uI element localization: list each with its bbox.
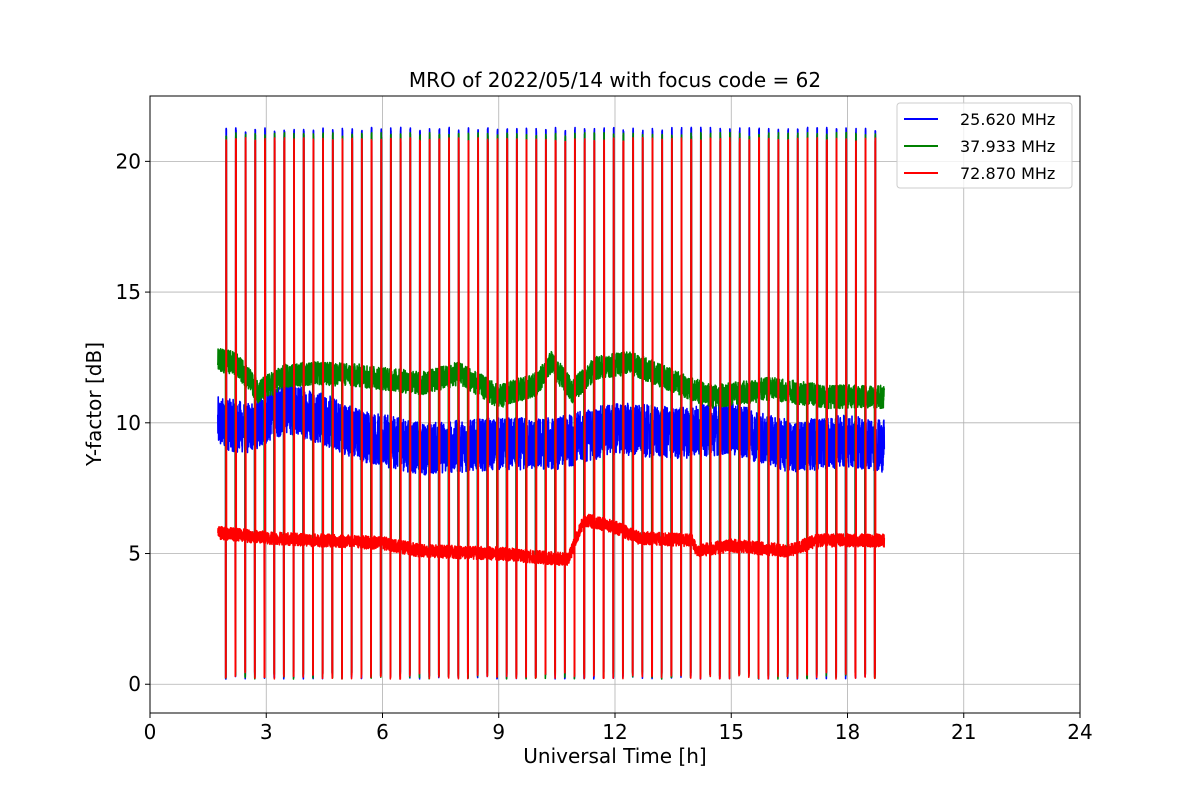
x-tick-label: 18 — [835, 720, 860, 744]
y-tick-label: 0 — [128, 672, 141, 696]
series-line-3 — [217, 137, 886, 680]
chart-title: MRO of 2022/05/14 with focus code = 62 — [409, 68, 821, 92]
legend-label-3: 72.870 MHz — [960, 164, 1055, 183]
series-line-2 — [217, 131, 886, 680]
x-axis-label: Universal Time [h] — [523, 744, 706, 768]
tick-layer: 0 3 6 9 12 15 18 21 24 0 5 10 15 20 — [116, 149, 1093, 744]
x-tick-label: 12 — [602, 720, 627, 744]
legend-label-2: 37.933 MHz — [960, 137, 1055, 156]
legend-label-1: 25.620 MHz — [960, 110, 1055, 129]
x-tick-label: 0 — [144, 720, 157, 744]
y-tick-label: 5 — [128, 542, 141, 566]
y-tick-label: 20 — [116, 149, 141, 173]
series-layer — [217, 126, 886, 680]
x-tick-label: 6 — [376, 720, 389, 744]
series-line-1 — [217, 126, 886, 680]
legend: 25.620 MHz 37.933 MHz 72.870 MHz — [896, 102, 1073, 189]
y-tick-label: 10 — [116, 411, 141, 435]
x-tick-label: 15 — [719, 720, 744, 744]
x-tick-label: 24 — [1067, 720, 1092, 744]
x-tick-label: 9 — [492, 720, 505, 744]
x-tick-label: 3 — [260, 720, 273, 744]
y-tick-label: 15 — [116, 280, 141, 304]
legend-box — [896, 102, 1073, 189]
x-tick-label: 21 — [951, 720, 976, 744]
y-axis-label: Y-factor [dB] — [82, 342, 106, 467]
